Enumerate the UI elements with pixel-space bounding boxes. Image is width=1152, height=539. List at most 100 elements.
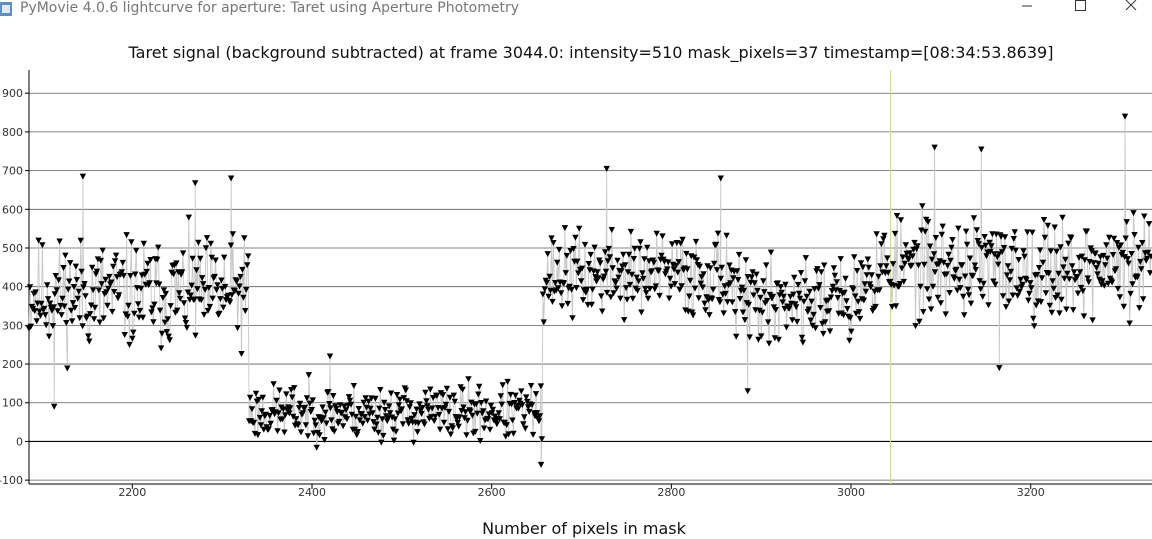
data-point	[1029, 229, 1036, 236]
data-point	[33, 318, 40, 325]
data-point	[1069, 263, 1076, 270]
minimize-button[interactable]	[1004, 0, 1050, 20]
data-point	[411, 412, 418, 419]
data-point	[1014, 292, 1021, 299]
data-point	[808, 298, 815, 305]
data-point	[986, 239, 993, 246]
data-point	[88, 302, 95, 309]
data-point	[980, 280, 987, 287]
data-point	[562, 270, 569, 277]
data-point	[1065, 240, 1072, 247]
title-bar[interactable]: PyMovie 4.0.6 lightcurve for aperture: T…	[0, 0, 1152, 22]
data-point	[561, 225, 569, 232]
data-point	[927, 306, 935, 313]
data-point	[348, 411, 356, 418]
data-point	[807, 317, 814, 324]
data-point	[891, 230, 899, 237]
data-point	[842, 275, 849, 282]
data-point	[607, 294, 614, 301]
data-point	[476, 383, 483, 390]
data-point	[856, 315, 864, 322]
data-point	[691, 285, 699, 292]
data-point	[518, 388, 525, 395]
data-point	[860, 297, 868, 304]
data-point	[410, 439, 417, 446]
data-point	[297, 429, 305, 436]
data-point	[402, 387, 409, 394]
maximize-button[interactable]	[1057, 0, 1103, 20]
data-point	[707, 265, 714, 272]
data-point	[204, 307, 212, 314]
data-point	[978, 146, 985, 153]
data-point	[1138, 266, 1145, 273]
data-point	[414, 429, 421, 436]
data-point	[185, 214, 192, 221]
x-tick-label: 3000	[837, 486, 865, 499]
data-point	[62, 252, 69, 259]
data-point	[507, 391, 514, 398]
data-point	[1100, 252, 1107, 259]
close-button[interactable]	[1108, 0, 1152, 20]
data-point	[824, 297, 832, 304]
data-point	[825, 308, 833, 315]
data-point	[60, 265, 67, 271]
data-point	[920, 309, 927, 315]
data-point	[493, 421, 501, 428]
data-point	[987, 248, 994, 255]
data-point	[1094, 271, 1101, 278]
data-point	[394, 410, 402, 417]
data-point	[36, 308, 43, 315]
data-point	[1030, 315, 1037, 322]
data-point	[182, 320, 190, 326]
data-point	[226, 299, 234, 306]
data-point	[234, 325, 241, 332]
data-point	[67, 307, 75, 314]
data-point	[1013, 285, 1020, 292]
data-point	[321, 437, 328, 443]
data-point	[1008, 245, 1015, 252]
data-point	[340, 403, 348, 410]
data-point	[451, 398, 458, 405]
data-point	[763, 297, 771, 304]
data-point	[665, 259, 672, 266]
data-point	[658, 252, 665, 259]
data-point	[429, 405, 436, 412]
data-point	[678, 283, 685, 290]
data-point	[529, 431, 537, 438]
data-point	[846, 337, 853, 344]
data-point	[733, 268, 741, 275]
data-point	[914, 243, 921, 250]
data-point	[855, 309, 863, 316]
data-point	[995, 261, 1002, 268]
data-point	[803, 293, 810, 300]
data-point	[177, 295, 184, 302]
data-point	[841, 289, 848, 296]
data-point	[817, 305, 824, 311]
data-point	[436, 426, 444, 433]
data-point	[1019, 281, 1026, 288]
data-point	[922, 228, 929, 235]
data-point	[851, 254, 858, 261]
data-point	[711, 260, 718, 267]
data-point	[738, 284, 746, 291]
data-point	[1104, 255, 1111, 262]
data-point	[440, 419, 448, 426]
data-point	[656, 292, 663, 299]
data-point	[128, 239, 135, 246]
data-point	[95, 287, 103, 294]
data-point	[617, 295, 624, 302]
x-tick-label: 3200	[1017, 486, 1045, 499]
data-point	[815, 285, 822, 292]
data-point	[81, 281, 88, 287]
data-point	[375, 429, 382, 436]
data-point	[630, 256, 637, 262]
data-point	[564, 300, 571, 307]
data-point	[497, 393, 504, 400]
data-point	[748, 274, 755, 281]
data-point	[1117, 242, 1125, 249]
data-point	[1010, 236, 1017, 242]
data-point	[45, 333, 53, 340]
data-point	[161, 319, 169, 326]
data-point	[574, 258, 581, 265]
